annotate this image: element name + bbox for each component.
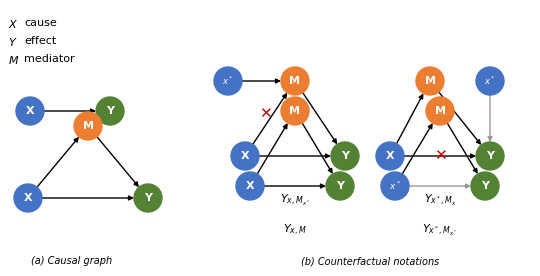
Text: $Y_{x^*,M_x}$: $Y_{x^*,M_x}$ — [424, 193, 456, 208]
Text: X: X — [26, 106, 35, 116]
Circle shape — [16, 97, 44, 125]
Circle shape — [376, 142, 404, 170]
Text: ✕: ✕ — [259, 106, 272, 121]
Text: $\it{Y}$: $\it{Y}$ — [8, 36, 17, 48]
Text: X: X — [24, 193, 32, 203]
Text: $Y_{x,M_{x^*}}$: $Y_{x,M_{x^*}}$ — [280, 193, 310, 208]
Text: $\it{M}$: $\it{M}$ — [8, 54, 19, 66]
Text: Y: Y — [481, 181, 489, 191]
Text: (a) Causal graph: (a) Causal graph — [31, 256, 112, 266]
Circle shape — [381, 172, 409, 200]
Text: $x^*$: $x^*$ — [484, 75, 496, 87]
Text: (b) Counterfactual notations: (b) Counterfactual notations — [301, 256, 439, 266]
Circle shape — [14, 184, 42, 212]
Text: $x^*$: $x^*$ — [222, 75, 234, 87]
Text: Y: Y — [336, 181, 344, 191]
Text: X: X — [386, 151, 394, 161]
Circle shape — [416, 67, 444, 95]
Circle shape — [331, 142, 359, 170]
Circle shape — [426, 97, 454, 125]
Text: $Y_{x,M}$: $Y_{x,M}$ — [283, 223, 307, 238]
Text: $\it{X}$: $\it{X}$ — [8, 18, 18, 30]
Circle shape — [231, 142, 259, 170]
Circle shape — [471, 172, 499, 200]
Text: $Y_{x^*,M_{x^*}}$: $Y_{x^*,M_{x^*}}$ — [422, 223, 458, 238]
Circle shape — [281, 67, 309, 95]
Text: ✕: ✕ — [434, 148, 447, 163]
Text: M: M — [289, 106, 300, 116]
Text: Y: Y — [486, 151, 494, 161]
Circle shape — [476, 142, 504, 170]
Text: M: M — [424, 76, 435, 86]
Text: Y: Y — [106, 106, 114, 116]
Text: M: M — [83, 121, 93, 131]
Circle shape — [236, 172, 264, 200]
Circle shape — [326, 172, 354, 200]
Circle shape — [214, 67, 242, 95]
Circle shape — [476, 67, 504, 95]
Circle shape — [281, 97, 309, 125]
Text: $x^*$: $x^*$ — [389, 180, 401, 192]
Circle shape — [74, 112, 102, 140]
Text: mediator: mediator — [24, 54, 75, 64]
Text: cause: cause — [24, 18, 57, 28]
Text: M: M — [289, 76, 300, 86]
Circle shape — [96, 97, 124, 125]
Text: M: M — [435, 106, 446, 116]
Text: X: X — [246, 181, 254, 191]
Text: Y: Y — [341, 151, 349, 161]
Text: X: X — [241, 151, 249, 161]
Circle shape — [134, 184, 162, 212]
Text: Y: Y — [144, 193, 152, 203]
Text: effect: effect — [24, 36, 56, 46]
